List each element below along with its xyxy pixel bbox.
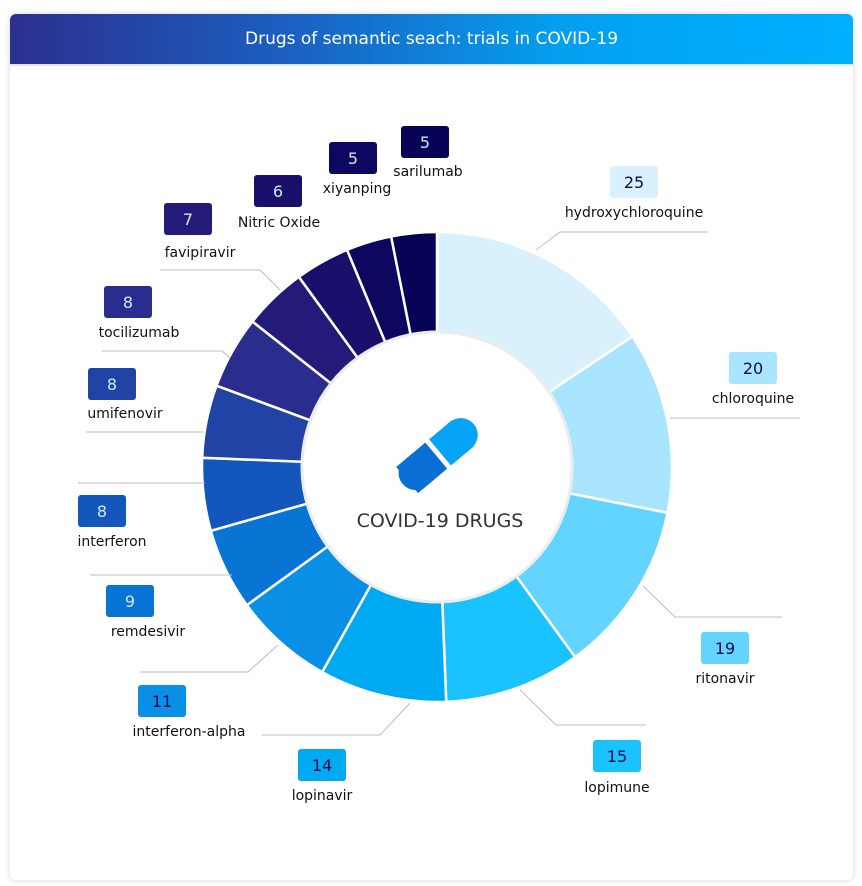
category-label: sarilumab	[393, 164, 462, 180]
data-label: 5	[348, 149, 358, 168]
category-label: tocilizumab	[99, 325, 180, 341]
value-badge	[254, 175, 302, 207]
category-label: interferon	[77, 534, 146, 550]
value-badge	[164, 203, 212, 235]
data-label: 5	[420, 133, 430, 152]
category-label: chloroquine	[712, 391, 794, 407]
leader-line	[140, 644, 279, 673]
leader-line	[262, 702, 411, 736]
data-label: 6	[273, 182, 283, 201]
value-badge	[78, 495, 126, 527]
category-label: hydroxychloroquine	[565, 205, 703, 221]
data-label: 8	[97, 502, 107, 521]
category-label: interferon-alpha	[133, 724, 246, 740]
chart-title: Drugs of semantic seach: trials in COVID…	[10, 14, 853, 66]
pill-icon	[396, 418, 478, 494]
value-badge	[593, 740, 641, 772]
data-label: 9	[125, 592, 135, 611]
leader-line	[535, 231, 708, 251]
data-label: 11	[152, 692, 172, 711]
value-badge	[329, 142, 377, 174]
value-badge	[701, 632, 749, 664]
value-badge	[729, 352, 777, 384]
value-badge	[610, 166, 658, 198]
category-label: lopinavir	[292, 788, 353, 804]
data-label: 15	[607, 747, 627, 766]
data-label: 19	[715, 639, 735, 658]
category-label: lopimune	[584, 780, 649, 796]
leader-line	[519, 689, 646, 726]
category-label: favipiravir	[165, 245, 236, 261]
chart-card: Drugs of semantic seach: trials in COVID…	[10, 14, 853, 880]
data-label: 8	[123, 293, 133, 312]
leader-line	[642, 585, 782, 618]
value-badge	[298, 749, 346, 781]
data-label: 8	[107, 375, 117, 394]
value-badge	[401, 126, 449, 158]
value-badge	[88, 368, 136, 400]
data-label: 7	[183, 210, 193, 229]
leader-line	[102, 350, 231, 359]
category-label: umifenovir	[87, 406, 163, 422]
data-label: 14	[312, 756, 332, 775]
data-label: 20	[743, 359, 763, 378]
value-badge	[106, 585, 154, 617]
center-label: COVID-19 DRUGS	[357, 510, 524, 532]
category-label: remdesivir	[111, 624, 186, 640]
category-label: Nitric Oxide	[238, 215, 320, 231]
value-badge	[138, 685, 186, 717]
category-label: xiyanping	[323, 181, 391, 197]
category-label: ritonavir	[695, 671, 754, 687]
data-label: 25	[624, 173, 644, 192]
value-badge	[104, 286, 152, 318]
leader-line	[160, 269, 281, 291]
